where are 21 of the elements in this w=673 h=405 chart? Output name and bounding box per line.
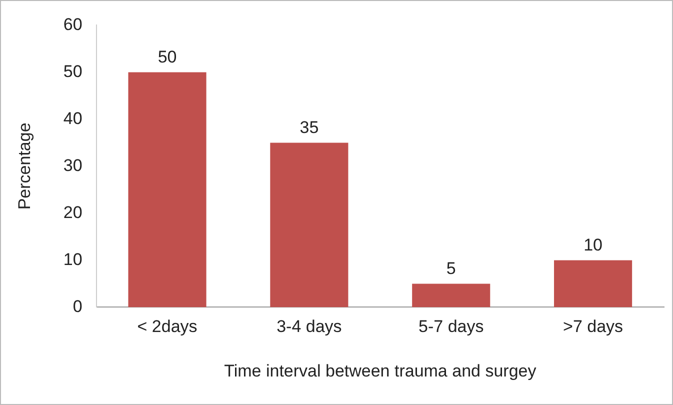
bar: [128, 72, 206, 308]
data-label: 5: [446, 258, 456, 278]
data-label: 50: [158, 47, 177, 66]
x-tick-label: 5-7 days: [418, 317, 484, 336]
data-label: 10: [584, 235, 602, 254]
y-tick-label: 50: [63, 62, 82, 81]
bar: [412, 284, 490, 308]
y-tick-label: 40: [63, 108, 82, 128]
bar: [554, 260, 632, 308]
x-tick-label: 3-4 days: [276, 317, 342, 336]
x-tick-label: >7 days: [563, 317, 624, 336]
x-axis-title: Time interval between trauma and surgey: [224, 361, 537, 380]
y-tick-label: 0: [72, 296, 82, 316]
data-label: 35: [300, 118, 319, 137]
y-tick-label: 30: [63, 156, 82, 175]
y-tick-label: 20: [63, 202, 82, 222]
bar: [270, 142, 348, 308]
y-tick-label: 10: [63, 250, 82, 269]
y-tick-label: 60: [63, 14, 82, 34]
y-axis-title: Percentage: [14, 122, 34, 210]
x-tick-label: < 2days: [137, 317, 198, 336]
